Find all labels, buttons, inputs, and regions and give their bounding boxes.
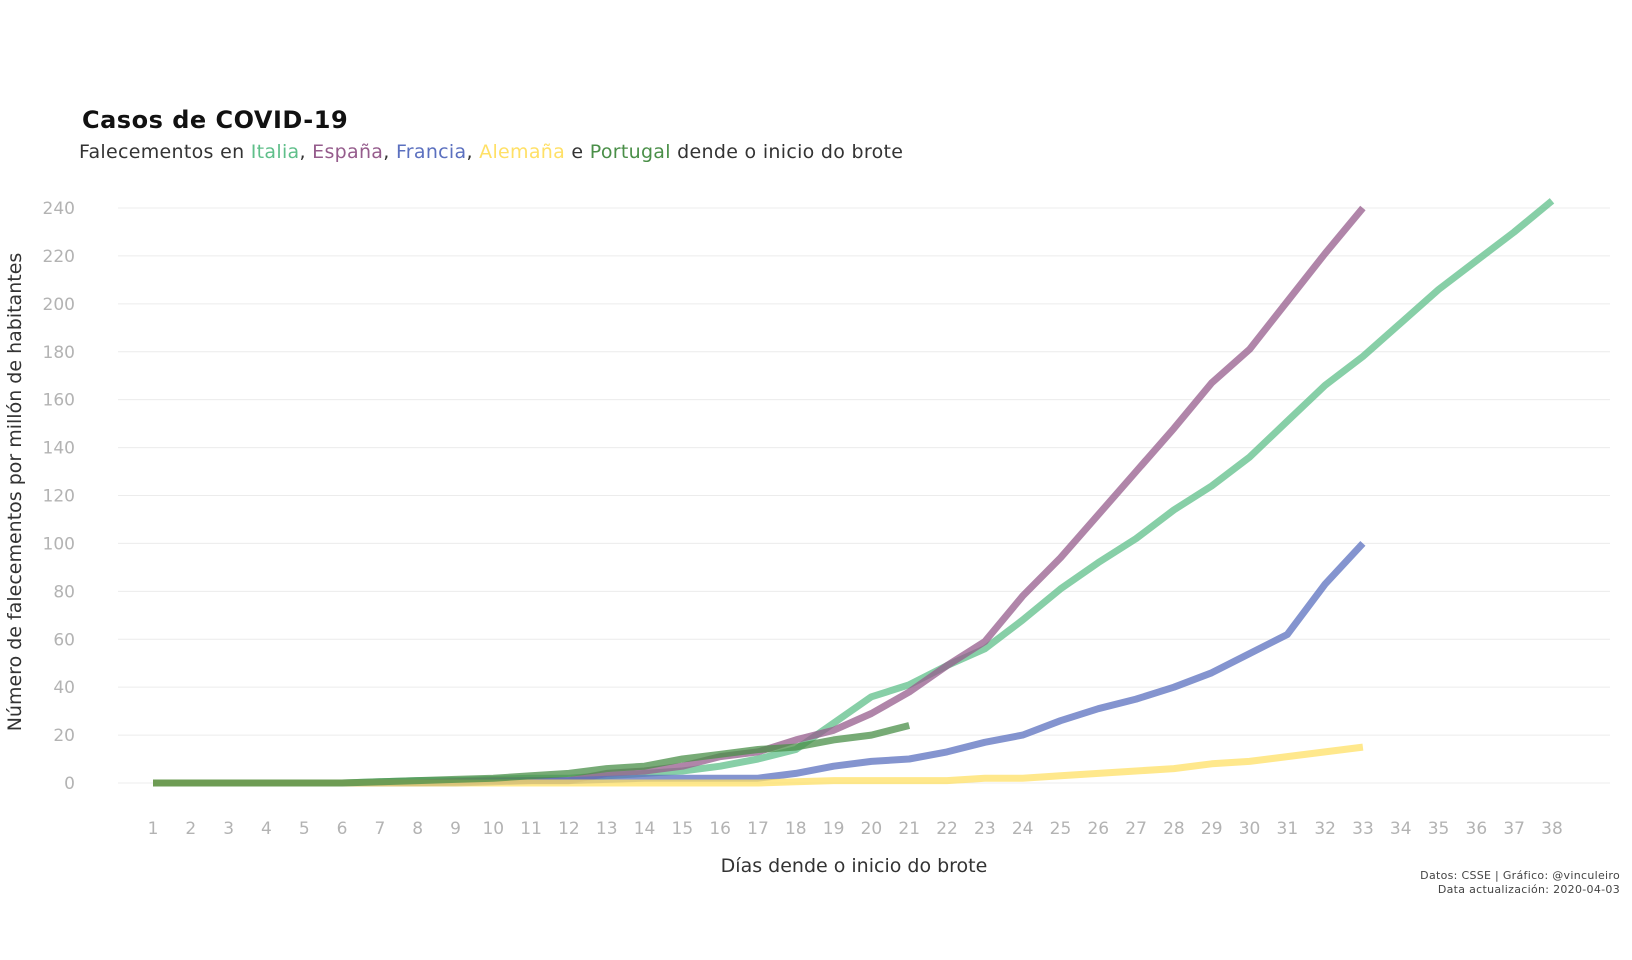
x-tick-label: 13 <box>596 819 618 839</box>
y-tick-label: 240 <box>43 199 75 219</box>
y-axis-ticks: 0 20 40 60 80 100 120 140 160 180 200 220 240 <box>43 199 75 794</box>
x-tick-label: 23 <box>974 819 996 839</box>
subtitle-prefix: Falecementos en <box>79 141 245 163</box>
x-tick-label: 14 <box>634 819 656 839</box>
x-tick-label: 36 <box>1466 819 1488 839</box>
caption-date: Data actualización: 2020-04-03 <box>1437 883 1620 896</box>
x-tick-label: 4 <box>261 819 272 839</box>
x-tick-label: 24 <box>1012 819 1034 839</box>
y-tick-label: 80 <box>53 582 75 602</box>
x-tick-label: 22 <box>936 819 958 839</box>
y-tick-label: 220 <box>43 247 75 267</box>
x-tick-label: 2 <box>185 819 196 839</box>
x-tick-label: 37 <box>1503 819 1525 839</box>
y-tick-label: 160 <box>43 391 75 411</box>
x-tick-label: 12 <box>558 819 580 839</box>
x-axis-title: Días dende o inicio do brote <box>721 855 988 877</box>
y-tick-label: 120 <box>43 487 75 507</box>
x-tick-label: 30 <box>1239 819 1261 839</box>
gridlines <box>118 207 1610 784</box>
caption-source: Datos: CSSE | Gráfico: @vinculeiro <box>1420 869 1620 882</box>
series-lines <box>153 198 1555 787</box>
subtitle-separator: , <box>383 141 390 163</box>
x-tick-label: 32 <box>1314 819 1336 839</box>
y-tick-label: 0 <box>64 774 75 794</box>
y-tick-label: 180 <box>43 343 75 363</box>
subtitle-separator: , <box>299 141 306 163</box>
x-tick-label: 15 <box>672 819 694 839</box>
y-tick-label: 40 <box>53 678 75 698</box>
x-tick-label: 1 <box>148 819 159 839</box>
x-tick-label: 31 <box>1277 819 1299 839</box>
x-tick-label: 33 <box>1352 819 1374 839</box>
x-tick-label: 20 <box>861 819 883 839</box>
x-axis-ticks: 1 2 3 4 5 6 7 8 9 10 11 12 13 14 15 16 17 18 19 20 21 22 23 24 2… <box>148 819 1563 839</box>
y-tick-label: 20 <box>53 726 75 746</box>
x-tick-label: 7 <box>374 819 385 839</box>
x-tick-label: 9 <box>450 819 461 839</box>
y-tick-label: 60 <box>53 630 75 650</box>
x-tick-label: 10 <box>482 819 504 839</box>
subtitle-series-francia: Francia <box>395 141 467 163</box>
x-tick-label: 18 <box>785 819 807 839</box>
x-tick-label: 17 <box>747 819 769 839</box>
subtitle-series-portugal: Portugal <box>589 141 671 163</box>
x-tick-label: 25 <box>1050 819 1072 839</box>
chart-caption: Datos: CSSE | Gráfico: @vinculeiro Data … <box>1420 869 1620 897</box>
x-tick-label: 34 <box>1390 819 1412 839</box>
subtitle-series-italia: Italia <box>250 141 300 163</box>
x-tick-label: 6 <box>337 819 348 839</box>
x-tick-label: 35 <box>1428 819 1450 839</box>
x-tick-label: 29 <box>1201 819 1223 839</box>
subtitle-separator: , <box>466 141 473 163</box>
chart-subtitle: Falecementos en Italia, España, Francia,… <box>79 141 903 163</box>
x-tick-label: 38 <box>1541 819 1563 839</box>
subtitle-series-alemana: Alemaña <box>479 141 566 163</box>
x-tick-label: 3 <box>223 819 234 839</box>
y-axis-title: Número de falecementos por millón de hab… <box>4 253 26 732</box>
subtitle-series-espana: España <box>312 141 384 163</box>
chart-title: Casos de COVID-19 <box>82 106 349 134</box>
x-tick-label: 28 <box>1163 819 1185 839</box>
series-line-italia <box>153 198 1555 787</box>
x-tick-label: 11 <box>520 819 542 839</box>
x-tick-label: 8 <box>412 819 423 839</box>
y-tick-label: 140 <box>43 439 75 459</box>
x-tick-label: 21 <box>898 819 920 839</box>
x-tick-label: 19 <box>823 819 845 839</box>
y-tick-label: 200 <box>43 295 75 315</box>
x-tick-label: 27 <box>1125 819 1147 839</box>
subtitle-suffix: dende o inicio do brote <box>677 141 904 163</box>
series-line-portugal <box>153 722 911 787</box>
x-tick-label: 26 <box>1087 819 1109 839</box>
y-tick-label: 100 <box>43 534 75 554</box>
subtitle-conjunction: e <box>571 141 584 163</box>
x-tick-label: 5 <box>299 819 310 839</box>
x-tick-label: 16 <box>709 819 731 839</box>
